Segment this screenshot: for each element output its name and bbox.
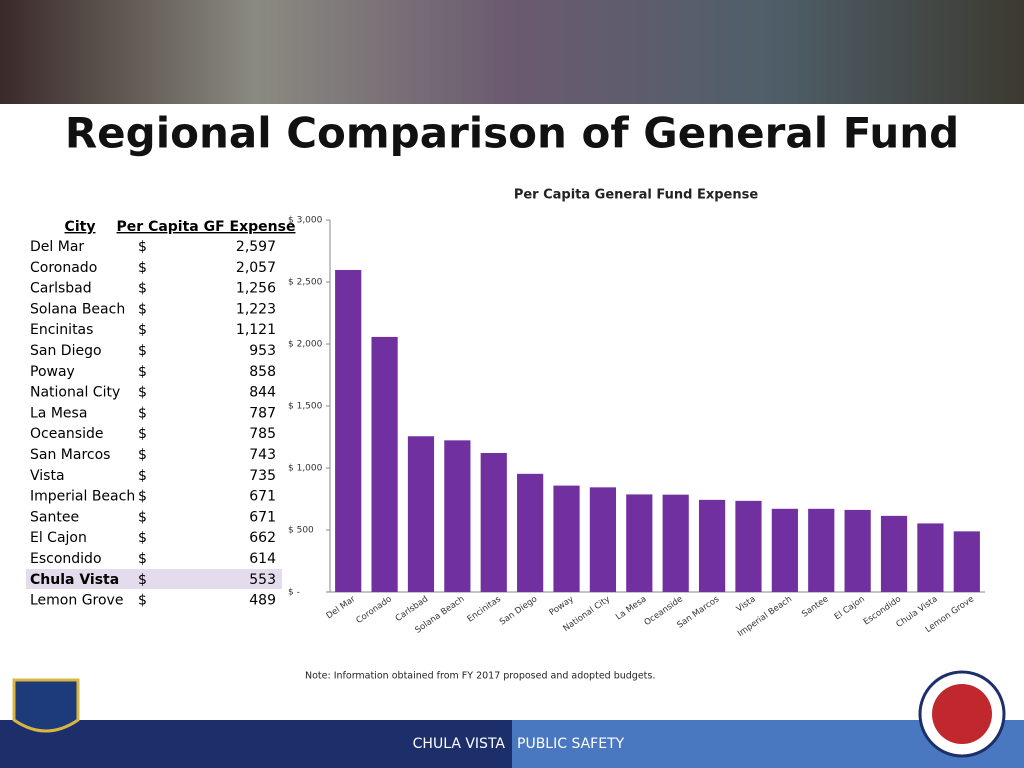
bar bbox=[953, 531, 980, 592]
table-cell: 785 bbox=[249, 426, 276, 442]
table-cell: Santee bbox=[30, 509, 79, 525]
table-cell: $ bbox=[138, 301, 147, 317]
table-cell: El Cajon bbox=[30, 530, 87, 546]
table-cell: 614 bbox=[249, 551, 276, 567]
bar bbox=[480, 452, 507, 592]
table-cell: Encinitas bbox=[30, 322, 93, 338]
table-cell: 2,057 bbox=[236, 260, 276, 276]
table-cell: 858 bbox=[249, 364, 276, 380]
table-cell: 787 bbox=[249, 405, 276, 421]
table-cell: 671 bbox=[249, 509, 276, 525]
table-cell: $ bbox=[138, 551, 147, 567]
table-cell: 2,597 bbox=[236, 239, 276, 255]
table: City Per Capita GF Expense Del Mar $2,597 Co… bbox=[30, 219, 295, 609]
bar bbox=[880, 515, 908, 592]
bar bbox=[735, 500, 762, 592]
table-cell: $ bbox=[138, 322, 147, 338]
table-cell: 1,223 bbox=[236, 301, 276, 317]
bar bbox=[626, 494, 653, 592]
y-tick-label: $ 2,500 bbox=[288, 278, 323, 288]
bar bbox=[589, 487, 617, 592]
bar bbox=[917, 523, 944, 592]
table-cell: Del Mar bbox=[30, 239, 84, 255]
highlight-row bbox=[26, 569, 282, 589]
chart: $ - $ 500 $ 1,000 $ 1,500 $ 2,000 $ 2,500 $ 3,… bbox=[288, 216, 985, 639]
bar bbox=[553, 485, 580, 592]
bar bbox=[444, 440, 471, 592]
footer-text: CHULA VISTA bbox=[413, 736, 506, 752]
table-cell: $ bbox=[138, 364, 147, 380]
table-cell: 1,121 bbox=[236, 322, 276, 338]
fire-badge-inner bbox=[932, 684, 992, 744]
table-cell: $ bbox=[138, 468, 147, 484]
bar bbox=[698, 499, 726, 592]
table-cell: Solana Beach bbox=[30, 301, 125, 317]
table-cell: 489 bbox=[249, 593, 276, 609]
y-tick-label: $ 2,000 bbox=[288, 340, 323, 350]
table-cell: $ bbox=[138, 530, 147, 546]
table-cell: $ bbox=[138, 426, 147, 442]
slide-title: Regional Comparison of General Fund bbox=[65, 109, 959, 158]
note: Note: Information obtained from FY 2017 … bbox=[305, 671, 655, 682]
table-cell: 1,256 bbox=[236, 281, 276, 297]
bar bbox=[335, 269, 362, 592]
bar bbox=[662, 494, 689, 592]
bar bbox=[407, 436, 435, 592]
table-cell: Escondido bbox=[30, 551, 102, 567]
table-cell: 671 bbox=[249, 489, 276, 505]
table-cell: 953 bbox=[249, 343, 276, 359]
table-cell: $ bbox=[138, 405, 147, 421]
table-cell: 662 bbox=[249, 530, 276, 546]
photo-banner bbox=[0, 0, 1024, 104]
footer-text: PUBLIC SAFETY bbox=[517, 736, 625, 752]
table-cell: Oceanside bbox=[30, 426, 103, 442]
table-cell: La Mesa bbox=[30, 405, 87, 421]
bar bbox=[771, 508, 798, 592]
table-header: City bbox=[65, 219, 96, 235]
table-cell: 735 bbox=[249, 468, 276, 484]
table-cell: $ bbox=[138, 572, 147, 588]
table-cell: Vista bbox=[30, 468, 65, 484]
chart-title: Per Capita General Fund Expense bbox=[514, 188, 759, 203]
bar bbox=[517, 473, 544, 592]
table-header: Per Capita GF Expense bbox=[117, 219, 296, 235]
table-cell: $ bbox=[138, 489, 147, 505]
y-tick-label: $ - bbox=[288, 588, 300, 598]
table-cell: 743 bbox=[249, 447, 276, 463]
table-cell: San Diego bbox=[30, 343, 102, 359]
table-cell: Chula Vista bbox=[30, 572, 119, 588]
table-cell: Carlsbad bbox=[30, 281, 92, 297]
bar bbox=[371, 336, 398, 592]
table-cell: Imperial Beach bbox=[30, 489, 135, 505]
table-cell: 553 bbox=[249, 572, 276, 588]
table-cell: $ bbox=[138, 509, 147, 525]
table-cell: $ bbox=[138, 343, 147, 359]
table-cell: $ bbox=[138, 239, 147, 255]
table-cell: 844 bbox=[249, 385, 276, 401]
table-cell: $ bbox=[138, 447, 147, 463]
police-badge bbox=[12, 678, 80, 733]
table-cell: Coronado bbox=[30, 260, 97, 276]
y-tick-label: $ 1,000 bbox=[288, 464, 323, 474]
y-tick-label: $ 3,000 bbox=[288, 216, 323, 226]
table-cell: National City bbox=[30, 385, 120, 401]
footer-left bbox=[0, 720, 512, 768]
bar bbox=[808, 508, 835, 592]
y-tick-label: $ 500 bbox=[288, 526, 314, 536]
table-cell: $ bbox=[138, 260, 147, 276]
table-cell: San Marcos bbox=[30, 447, 110, 463]
table-cell: $ bbox=[138, 385, 147, 401]
table-cell: Poway bbox=[30, 364, 75, 380]
table-cell: Lemon Grove bbox=[30, 593, 123, 609]
table-cell: $ bbox=[138, 281, 147, 297]
y-tick-label: $ 1,500 bbox=[288, 402, 323, 412]
table-cell: $ bbox=[138, 593, 147, 609]
bar bbox=[844, 509, 871, 592]
